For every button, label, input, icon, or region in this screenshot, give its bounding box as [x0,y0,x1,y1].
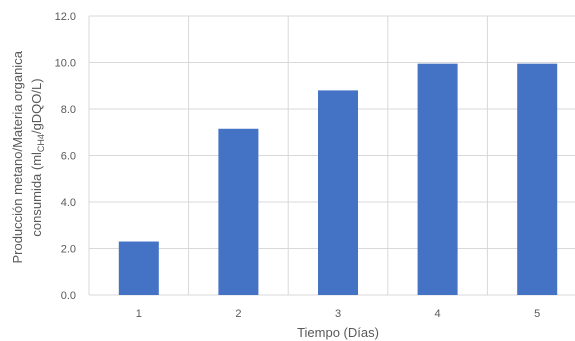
x-axis-title: Tiempo (Días) [297,325,379,340]
bar-1 [118,241,159,295]
y-tick-label: 4.0 [61,197,76,209]
x-tick-label-1: 1 [136,308,142,320]
y-axis-title-subscript: CH4 [36,134,46,152]
bar-2 [218,128,259,295]
y-axis-title: Producción metano/Materia organica consu… [10,47,46,263]
x-tick-label-2: 2 [235,308,241,320]
bar-4 [417,63,458,295]
y-axis-title-line2: consumida (ml [29,152,44,237]
y-tick-label: 0.0 [61,290,76,302]
y-tick-label: 2.0 [61,244,76,256]
x-tick-label-5: 5 [534,308,540,320]
y-tick-label: 8.0 [61,104,76,116]
bar-3 [318,90,358,296]
y-axis-title-line1: Producción metano/Materia organica [10,50,25,263]
y-tick-label: 6.0 [61,151,76,163]
y-tick-label: 10.0 [55,58,76,70]
bar-5 [517,63,558,295]
y-tick-label: 12.0 [55,11,76,23]
y-tick-labels: 0.0 2.0 4.0 6.0 8.0 10.0 12.0 [55,11,76,302]
x-tick-label-4: 4 [435,308,441,320]
y-axis-title-line2-end: /gDQO/L) [29,78,44,134]
x-tick-label-3: 3 [335,308,341,320]
x-tick-labels: 1 2 3 4 5 [136,308,541,320]
bars [118,63,558,296]
